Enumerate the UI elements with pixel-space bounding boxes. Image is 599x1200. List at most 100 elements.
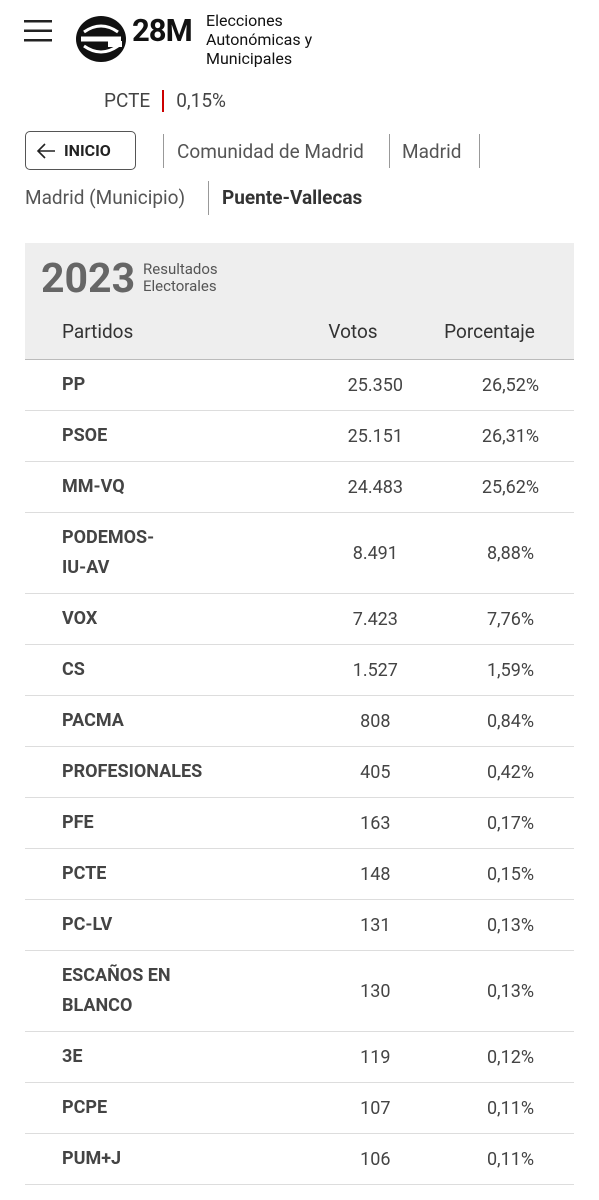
results-body: PP 25.350 26,52% PSOE 25.151 26,31% MM-VQ 24.48… [25,360,574,1185]
ticker-party: PCTE [104,89,151,112]
party-cell: PP [25,370,304,400]
percent-cell: 8,88% [486,542,535,564]
breadcrumb-link[interactable]: Madrid (Municipio) [25,186,186,209]
result-row: PCTE 148 0,15% [25,849,574,900]
brand-line: Autonómicas y [206,30,313,49]
party-cell: PROFESIONALES [25,757,304,787]
party-cell: VOX [25,604,304,634]
votes-cell: 148 [360,863,391,885]
votes-cell: 107 [360,1097,391,1119]
brand-subtitle: Elecciones Autonómicas y Municipales [206,11,312,68]
party-name: PODEMOS- [62,527,155,548]
result-row: PFE 163 0,17% [25,798,574,849]
party-name: PUM+J [62,1148,122,1169]
party-cell: PSOE [25,421,304,451]
votes-cell: 24.483 [347,476,403,498]
party-cell: MM-VQ [25,472,304,502]
party-name: PSOE [62,425,108,446]
party-cell: PACMA [25,706,304,736]
votes-cell: 163 [360,812,391,834]
brand[interactable]: 28M [132,12,193,49]
percent-cell: 0,13% [486,980,535,1002]
party-name: ESCAÑOS EN [62,965,171,986]
party-cell: PFE [25,808,304,838]
party-cell: PC-LV [25,910,304,940]
column-header: Votos [328,320,378,343]
breadcrumb-current: Puente-Vallecas [222,186,363,209]
results-subtitle: Resultados Electorales [143,261,218,295]
percent-cell: 0,42% [486,761,535,783]
party-cell: 3E [25,1042,304,1072]
votes-cell: 130 [360,980,391,1002]
party-name: PFE [62,812,94,833]
percent-cell: 1,59% [486,659,535,681]
votes-cell: 7.423 [352,608,398,630]
votes-cell: 1.527 [352,659,398,681]
ticker: PCTE 0,15% [104,89,226,112]
result-row: PUM+J 106 0,11% [25,1134,574,1185]
brand-line: Municipales [206,49,293,68]
party-cell: ESCAÑOS EN BLANCO [25,961,304,1021]
percent-cell: 0,11% [486,1148,535,1170]
subtitle-line: Electorales [143,277,217,295]
party-name: PCTE [62,863,107,884]
party-name: VOX [62,608,98,629]
party-cell: PUM+J [25,1144,304,1174]
percent-cell: 0,12% [486,1046,535,1068]
ticker-percent: 0,15% [176,89,226,112]
result-row: PP 25.350 26,52% [25,360,574,411]
party-name: BLANCO [62,995,133,1016]
results-header: 2023 Resultados Electorales Partidos Vot… [25,243,574,360]
result-row: PCPE 107 0,11% [25,1083,574,1134]
result-row: PSOE 25.151 26,31% [25,411,574,462]
column-header: Porcentaje [444,320,535,343]
votes-cell: 131 [360,914,391,936]
party-name: PROFESIONALES [62,761,203,782]
result-row: MM-VQ 24.483 25,62% [25,462,574,513]
back-label: INICIO [64,141,111,160]
year: 2023 [41,255,136,303]
result-row: PROFESIONALES 405 0,42% [25,747,574,798]
result-row: VOX 7.423 7,76% [25,594,574,645]
party-cell: CS [25,655,304,685]
party-name: PC-LV [62,914,113,935]
percent-cell: 0,17% [486,812,535,834]
party-name: PCPE [62,1097,108,1118]
percent-cell: 0,11% [486,1097,535,1119]
votes-cell: 25.350 [347,374,403,396]
votes-cell: 808 [360,710,391,732]
percent-cell: 7,76% [486,608,535,630]
party-name: CS [62,659,85,680]
party-cell: PODEMOS- IU-AV [25,523,304,583]
result-row: CS 1.527 1,59% [25,645,574,696]
result-row: 3E 119 0,12% [25,1032,574,1083]
party-name: PACMA [62,710,124,731]
percent-cell: 0,84% [486,710,535,732]
party-cell: PCPE [25,1093,304,1123]
result-row: PC-LV 131 0,13% [25,900,574,951]
party-name: IU-AV [62,557,110,578]
logo-icon[interactable] [74,12,128,64]
votes-cell: 405 [360,761,391,783]
votes-cell: 119 [360,1046,391,1068]
party-name: MM-VQ [62,476,125,497]
percent-cell: 0,13% [486,914,535,936]
percent-cell: 26,52% [481,374,540,396]
column-header: Partidos [62,320,134,343]
back-button[interactable]: INICIO [25,131,136,170]
subtitle-line: Resultados [143,260,218,278]
result-row: PODEMOS- IU-AV 8.491 8,88% [25,513,574,594]
party-name: 3E [62,1046,83,1067]
breadcrumb-link[interactable]: Madrid [402,140,462,163]
menu-button[interactable] [24,20,52,42]
percent-cell: 26,31% [481,425,540,447]
votes-cell: 25.151 [347,425,403,447]
votes-cell: 106 [360,1148,391,1170]
breadcrumb-link[interactable]: Comunidad de Madrid [177,140,364,163]
results-table: 2023 Resultados Electorales Partidos Vot… [25,243,574,1185]
brand-line: Elecciones [206,11,283,30]
party-name: PP [62,374,86,395]
percent-cell: 25,62% [481,476,540,498]
percent-cell: 0,15% [486,863,535,885]
